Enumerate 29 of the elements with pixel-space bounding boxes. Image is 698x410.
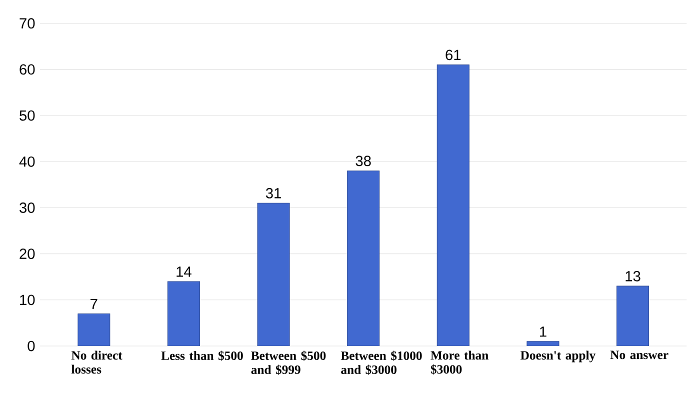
bar [526,341,560,346]
x-tick-label: No direct losses [71,350,122,374]
y-tick-label: 40 [19,156,35,167]
bar [616,286,650,346]
bar [167,281,200,346]
data-label: 13 [626,270,640,282]
bar [257,202,290,346]
data-label: 14 [176,266,192,277]
bar [347,170,380,346]
data-label: 31 [266,188,281,198]
x-tick-label: Between $1000 and $3000 [340,350,422,375]
y-tick-label: 50 [20,110,35,121]
y-tick-label: 20 [20,248,35,260]
data-label: 38 [356,156,371,166]
x-tick-label: Doesn't apply [520,350,596,362]
y-tick-label: 10 [20,294,35,306]
data-label: 61 [446,50,461,60]
x-tick-label: Less than $500 [161,350,243,361]
x-tick-label: Between $500 and $999 [251,350,326,375]
y-tick-label: 30 [20,202,35,213]
y-tick-label: 70 [20,18,35,29]
y-tick-label: 0 [28,340,35,352]
x-tick-label: No answer [610,350,668,360]
bar [78,313,110,346]
data-label: 1 [540,326,546,337]
x-tick-label: More than $3000 [430,350,488,374]
y-tick-label: 60 [20,64,35,75]
data-label: 7 [90,298,98,310]
bar [436,64,470,346]
